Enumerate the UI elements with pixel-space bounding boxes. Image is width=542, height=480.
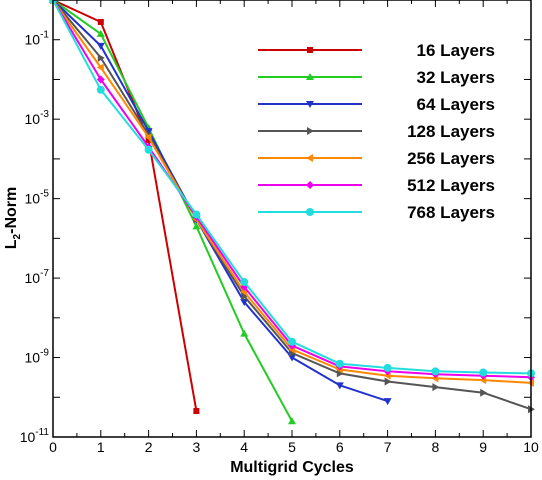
x-tick-label: 2 <box>145 439 153 455</box>
data-point <box>144 145 153 154</box>
x-tick-label: 1 <box>97 439 105 455</box>
legend-item-3: 64 Layers <box>258 95 495 114</box>
x-tick-label: 5 <box>288 439 296 455</box>
legend-marker <box>306 154 313 162</box>
legend-marker <box>306 208 314 216</box>
data-point <box>335 359 344 368</box>
data-point <box>432 383 440 392</box>
y-tick-label: 10-11 <box>20 427 50 445</box>
data-point <box>384 377 392 386</box>
series-layer <box>49 0 535 425</box>
data-point <box>241 292 249 301</box>
x-tick-label: 10 <box>523 439 539 455</box>
x-axis-title: Multigrid Cycles <box>230 459 354 476</box>
legend-item-5: 256 Layers <box>258 149 495 168</box>
data-point <box>335 382 344 390</box>
y-tick-label: 10-7 <box>25 268 50 286</box>
legend-item-4: 128 Layers <box>258 122 495 141</box>
data-point <box>96 63 104 72</box>
legend-label: 32 Layers <box>417 68 495 87</box>
legend-label: 512 Layers <box>407 176 495 195</box>
data-point <box>431 367 440 376</box>
legend-marker <box>306 101 314 108</box>
data-point <box>192 222 201 230</box>
legend-label: 64 Layers <box>417 95 495 114</box>
x-tick-label: 4 <box>240 439 248 455</box>
y-axis-title-rest: -Norm <box>3 187 20 234</box>
data-point <box>97 18 104 25</box>
legend-label: 128 Layers <box>407 122 495 141</box>
legend: 16 Layers 32 Layers 64 Layers 128 Layers 256… <box>258 41 495 222</box>
series-line <box>52 0 198 412</box>
y-tick-label: 10-3 <box>25 109 50 127</box>
y-tick-label: 10-9 <box>25 348 50 366</box>
y-axis-title: L2-Norm <box>3 187 23 249</box>
data-point <box>240 299 249 307</box>
data-point <box>289 349 296 358</box>
data-point <box>383 398 392 406</box>
series-1 <box>50 0 200 415</box>
legend-marker <box>306 73 314 80</box>
series-line <box>52 0 388 403</box>
x-tick-label: 8 <box>432 439 440 455</box>
legend-item-6: 512 Layers <box>258 176 495 195</box>
data-point <box>193 408 200 415</box>
legend-label: 16 Layers <box>417 41 495 60</box>
data-point <box>383 363 392 372</box>
x-tick-label: 6 <box>336 439 344 455</box>
data-point <box>240 277 249 286</box>
series-line <box>52 0 293 422</box>
data-point <box>240 329 249 337</box>
y-axis-title-subscript: 2 <box>12 233 23 239</box>
legend-marker <box>307 127 314 135</box>
data-point <box>288 337 296 346</box>
data-point <box>96 42 105 50</box>
legend-item-7: 768 Layers <box>258 203 495 222</box>
y-tick-label: 10-5 <box>25 189 50 207</box>
legend-item-2: 32 Layers <box>258 68 495 87</box>
x-tick-label: 0 <box>49 439 57 455</box>
x-tick-label: 7 <box>384 439 392 455</box>
x-tick-label: 3 <box>193 439 201 455</box>
series-7 <box>49 0 535 378</box>
data-point <box>96 85 105 94</box>
data-point <box>96 29 105 37</box>
x-tick-label: 9 <box>479 439 487 455</box>
legend-marker <box>306 181 314 189</box>
data-point <box>288 417 296 425</box>
legend-item-1: 16 Layers <box>258 41 495 60</box>
data-point <box>479 368 488 377</box>
ticks-layer: 0 1 2 3 4 5 6 7 8 9 10 10-1 10-3 10-5 10-7 10-9 10-11 <box>20 0 539 455</box>
legend-marker <box>307 47 313 53</box>
data-point <box>97 53 105 62</box>
y-axis-title-main: L <box>3 239 20 249</box>
data-point <box>144 133 152 142</box>
data-point <box>96 75 105 84</box>
y-tick-label: 10-1 <box>25 30 50 48</box>
legend-label: 768 Layers <box>407 203 495 222</box>
data-point <box>336 369 344 378</box>
legend-label: 256 Layers <box>407 149 495 168</box>
series-3 <box>50 0 392 406</box>
data-point <box>145 136 152 143</box>
data-point <box>192 210 201 219</box>
data-point <box>480 388 488 397</box>
